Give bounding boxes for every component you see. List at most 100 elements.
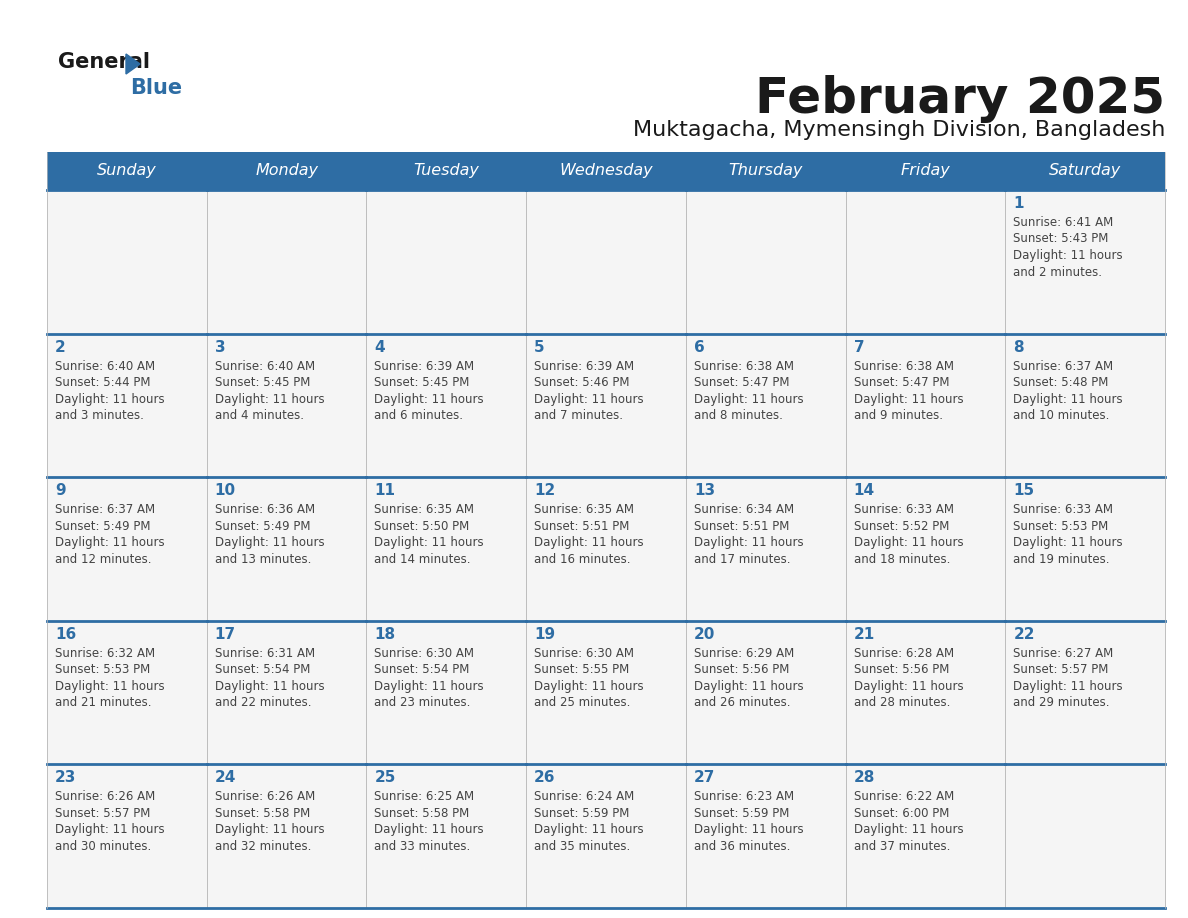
Text: Daylight: 11 hours: Daylight: 11 hours [694,680,803,693]
Text: Sunset: 5:44 PM: Sunset: 5:44 PM [55,376,151,389]
Bar [526,477,685,621]
Text: Sunrise: 6:33 AM: Sunrise: 6:33 AM [1013,503,1113,516]
Text: Sunset: 5:54 PM: Sunset: 5:54 PM [374,664,469,677]
Text: and 9 minutes.: and 9 minutes. [853,409,942,422]
Bar [366,152,526,190]
Text: and 16 minutes.: and 16 minutes. [535,553,631,565]
Text: Sunset: 5:59 PM: Sunset: 5:59 PM [694,807,789,820]
Text: Sunset: 5:52 PM: Sunset: 5:52 PM [853,520,949,532]
Bar [526,190,685,333]
Bar [48,477,207,621]
Text: 12: 12 [535,483,556,498]
Text: Sunrise: 6:24 AM: Sunrise: 6:24 AM [535,790,634,803]
Text: and 30 minutes.: and 30 minutes. [55,840,151,853]
Text: and 18 minutes.: and 18 minutes. [853,553,950,565]
Text: Sunset: 5:48 PM: Sunset: 5:48 PM [1013,376,1108,389]
Text: Sunset: 5:49 PM: Sunset: 5:49 PM [55,520,151,532]
Text: Sunset: 5:57 PM: Sunset: 5:57 PM [1013,664,1108,677]
Bar [366,477,526,621]
Text: Daylight: 11 hours: Daylight: 11 hours [694,393,803,406]
Text: and 3 minutes.: and 3 minutes. [55,409,144,422]
Text: Sunset: 5:58 PM: Sunset: 5:58 PM [374,807,469,820]
Text: 17: 17 [215,627,236,642]
Text: and 29 minutes.: and 29 minutes. [1013,696,1110,710]
Bar [846,765,1005,908]
Text: Thursday: Thursday [728,163,803,178]
Text: Sunrise: 6:30 AM: Sunrise: 6:30 AM [374,647,474,660]
Text: 2: 2 [55,340,65,354]
Bar [48,765,207,908]
Text: Sunset: 5:56 PM: Sunset: 5:56 PM [853,664,949,677]
Text: Daylight: 11 hours: Daylight: 11 hours [374,680,484,693]
Text: Sunset: 5:51 PM: Sunset: 5:51 PM [535,520,630,532]
Text: Daylight: 11 hours: Daylight: 11 hours [55,393,165,406]
Bar [48,152,207,190]
Text: and 32 minutes.: and 32 minutes. [215,840,311,853]
Bar [366,190,526,333]
Text: Sunset: 5:47 PM: Sunset: 5:47 PM [694,376,789,389]
Text: Daylight: 11 hours: Daylight: 11 hours [55,680,165,693]
Text: 8: 8 [1013,340,1024,354]
Text: Sunset: 5:54 PM: Sunset: 5:54 PM [215,664,310,677]
Text: Daylight: 11 hours: Daylight: 11 hours [694,536,803,549]
Text: and 19 minutes.: and 19 minutes. [1013,553,1110,565]
Text: Sunrise: 6:32 AM: Sunrise: 6:32 AM [55,647,156,660]
Text: 9: 9 [55,483,65,498]
Text: Daylight: 11 hours: Daylight: 11 hours [1013,680,1123,693]
Text: Daylight: 11 hours: Daylight: 11 hours [374,823,484,836]
Text: 28: 28 [853,770,874,786]
Text: and 37 minutes.: and 37 minutes. [853,840,950,853]
Bar [846,190,1005,333]
Bar [1005,477,1165,621]
Text: Daylight: 11 hours: Daylight: 11 hours [55,536,165,549]
Text: Sunrise: 6:40 AM: Sunrise: 6:40 AM [215,360,315,373]
Text: 24: 24 [215,770,236,786]
Text: and 7 minutes.: and 7 minutes. [535,409,624,422]
Bar [207,765,366,908]
Text: Daylight: 11 hours: Daylight: 11 hours [853,393,963,406]
Text: and 4 minutes.: and 4 minutes. [215,409,304,422]
Text: Daylight: 11 hours: Daylight: 11 hours [853,536,963,549]
Text: Daylight: 11 hours: Daylight: 11 hours [1013,536,1123,549]
Text: Sunset: 5:51 PM: Sunset: 5:51 PM [694,520,789,532]
Text: 27: 27 [694,770,715,786]
Bar [685,152,846,190]
Text: February 2025: February 2025 [754,75,1165,123]
Text: Daylight: 11 hours: Daylight: 11 hours [215,823,324,836]
Text: 15: 15 [1013,483,1035,498]
Text: Wednesday: Wednesday [560,163,653,178]
Bar [846,152,1005,190]
Bar [207,333,366,477]
Bar [526,152,685,190]
Text: 20: 20 [694,627,715,642]
Bar [685,621,846,765]
Text: Sunrise: 6:31 AM: Sunrise: 6:31 AM [215,647,315,660]
Bar [1005,152,1165,190]
Text: Muktagacha, Mymensingh Division, Bangladesh: Muktagacha, Mymensingh Division, Banglad… [633,120,1165,140]
Text: and 21 minutes.: and 21 minutes. [55,696,152,710]
Bar [1005,621,1165,765]
Bar [526,621,685,765]
Text: Sunrise: 6:35 AM: Sunrise: 6:35 AM [535,503,634,516]
Text: 7: 7 [853,340,864,354]
Text: and 17 minutes.: and 17 minutes. [694,553,790,565]
Text: 19: 19 [535,627,555,642]
Bar [685,333,846,477]
Text: Sunrise: 6:34 AM: Sunrise: 6:34 AM [694,503,794,516]
Text: Sunday: Sunday [97,163,157,178]
Text: 18: 18 [374,627,396,642]
Text: Sunset: 5:58 PM: Sunset: 5:58 PM [215,807,310,820]
Text: and 13 minutes.: and 13 minutes. [215,553,311,565]
Text: 3: 3 [215,340,226,354]
Text: 10: 10 [215,483,236,498]
Text: Sunrise: 6:33 AM: Sunrise: 6:33 AM [853,503,954,516]
Bar [846,333,1005,477]
Bar [685,190,846,333]
Polygon shape [126,54,140,74]
Text: 1: 1 [1013,196,1024,211]
Text: 26: 26 [535,770,556,786]
Text: Sunset: 5:55 PM: Sunset: 5:55 PM [535,664,630,677]
Text: Sunrise: 6:23 AM: Sunrise: 6:23 AM [694,790,794,803]
Text: Monday: Monday [255,163,318,178]
Text: Sunrise: 6:40 AM: Sunrise: 6:40 AM [55,360,156,373]
